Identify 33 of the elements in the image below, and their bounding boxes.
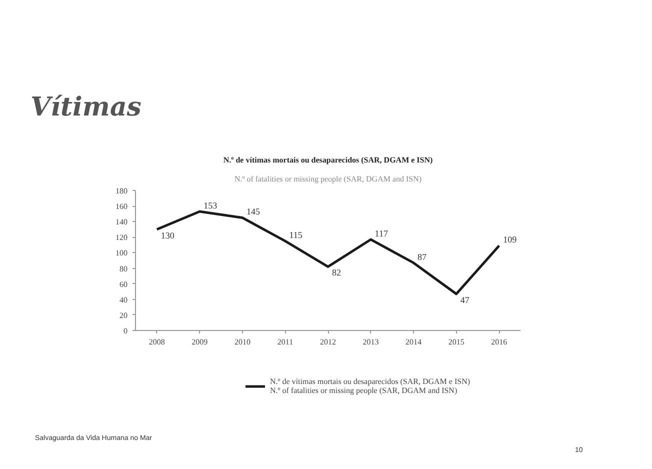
y-tick-label: 20 [120,310,128,320]
text: N.º of fatalities or missing people (SAR, DGAM and ISN) [234,174,422,184]
x-tick-label: 2016 [491,338,508,346]
y-tick-label: 140 [116,218,128,227]
y-tick-label: 60 [120,280,128,289]
y-tick-label: 180 [116,186,128,196]
x-tick-label: 2013 [362,338,379,346]
chart-subtitle: N.º de vítimas mortais ou desaparecidos (SAR, DGAM e ISN) [223,156,434,164]
data-label: 115 [289,230,303,240]
y-tick-label: 80 [120,264,128,274]
x-tick-label: 2014 [406,338,422,346]
y-tick-label: 40 [120,295,128,304]
data-label: 130 [160,230,175,240]
x-tick-label: 2008 [148,338,165,346]
y-tick-label: 120 [116,233,128,242]
chart-title: Vítimas [30,92,142,122]
legend-label: N.º de vítimas mortais ou desaparecidos (SAR, DGAM e ISN) N.º of fatalities or missing people (SAR, DGAM and ISN) [270,377,470,395]
data-label: 117 [374,228,388,238]
x-tick-label: 2012 [320,338,336,346]
x-tick-label: 2011 [277,338,294,346]
y-tick-label: 160 [116,202,128,212]
data-label: 82 [332,268,341,278]
data-label: 87 [418,252,428,262]
data-label: 145 [246,206,260,217]
x-tick-label: 2010 [234,338,250,346]
y-tick-label: 100 [116,248,128,258]
data-label: 153 [204,200,218,210]
x-tick-label: 2015 [448,338,464,346]
y-tick-label: 0 [124,326,128,336]
line-series [156,210,500,296]
data-label: 47 [460,294,470,305]
data-label: 109 [503,234,518,245]
x-tick-label: 2009 [192,338,208,346]
